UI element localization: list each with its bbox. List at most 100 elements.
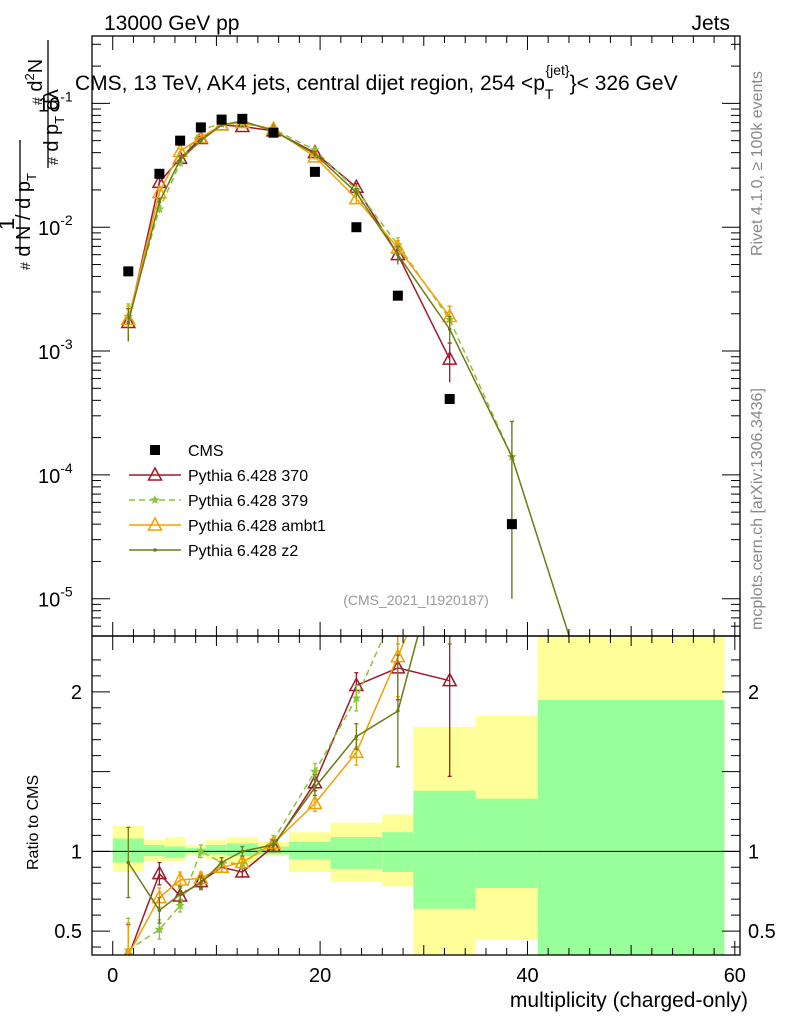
ratio-marker bbox=[126, 860, 131, 865]
band-inner bbox=[206, 844, 227, 855]
ratio-marker bbox=[240, 849, 245, 854]
data-point bbox=[506, 519, 517, 530]
series-ratio bbox=[124, 636, 458, 955]
title-end: }< 326 GeV bbox=[570, 72, 678, 95]
ratio-marker bbox=[196, 846, 206, 856]
ratio-bands bbox=[112, 636, 725, 955]
band-inner bbox=[330, 836, 383, 869]
x-tick-label: 60 bbox=[724, 965, 746, 987]
band-inner bbox=[475, 798, 538, 889]
series-marker bbox=[313, 152, 317, 156]
ratio-marker bbox=[351, 693, 362, 703]
series-marker bbox=[441, 350, 458, 365]
series-marker bbox=[447, 327, 452, 332]
band-inner bbox=[143, 844, 165, 857]
band-inner bbox=[164, 846, 186, 858]
legend-label: CMS bbox=[188, 443, 224, 460]
ratio-marker bbox=[219, 860, 224, 865]
ratio-frame bbox=[91, 635, 741, 956]
series-marker bbox=[199, 138, 203, 143]
series-marker bbox=[126, 320, 131, 325]
band-inner bbox=[537, 699, 725, 955]
ratio-marker bbox=[313, 785, 317, 790]
series-ratio bbox=[123, 636, 400, 955]
ratio-marker bbox=[178, 892, 182, 897]
legend-marker bbox=[153, 548, 157, 552]
data-point bbox=[175, 135, 186, 146]
series-marker bbox=[151, 173, 168, 189]
ratio-y-tick-label: 1 bbox=[71, 841, 82, 863]
series-marker bbox=[510, 454, 514, 459]
svg-text:# d pT dλ: # d pT dλ bbox=[41, 89, 67, 165]
ratio-line bbox=[128, 667, 450, 955]
ratio-marker bbox=[348, 743, 365, 759]
data-point bbox=[154, 168, 165, 179]
ratio-marker bbox=[154, 924, 165, 934]
data-point bbox=[237, 113, 248, 124]
data-point bbox=[195, 122, 206, 133]
ratio-marker bbox=[441, 672, 458, 687]
data-point bbox=[268, 127, 279, 138]
series-marker bbox=[354, 190, 359, 195]
ratio-marker bbox=[234, 863, 251, 878]
legend-label: Pythia 6.428 z2 bbox=[188, 543, 298, 560]
ratio-y-tick-label: 0.5 bbox=[54, 921, 82, 943]
y-tick-label: 10-3 bbox=[38, 336, 73, 364]
rivet-label: Rivet 4.1.0, ≥ 100k events bbox=[749, 71, 766, 256]
legend-label: Pythia 6.428 370 bbox=[188, 468, 308, 485]
main-plot bbox=[120, 113, 642, 636]
svg-text:1: 1 bbox=[0, 218, 19, 230]
series-marker bbox=[234, 117, 251, 133]
series-marker bbox=[157, 200, 162, 204]
ratio-marker bbox=[157, 908, 162, 913]
legend-marker bbox=[147, 466, 163, 481]
legend: CMS Pythia 6.428 370 Pythia 6.428 379 Pythi… bbox=[129, 443, 326, 560]
ratio-line bbox=[127, 636, 408, 955]
ratio-marker bbox=[151, 865, 168, 880]
ratio-y-tick-label-right: 2 bbox=[748, 682, 759, 704]
data-point bbox=[123, 266, 134, 277]
series-marker bbox=[178, 158, 182, 162]
axes: 0 20 40 60 10-1 10-2 10-3 10-4 10-5 2 2 1 1 0.5 0.5 bbox=[38, 35, 776, 987]
legend-label: Pythia 6.428 ambt1 bbox=[188, 518, 326, 535]
ratio-marker bbox=[234, 853, 251, 869]
series-main bbox=[120, 116, 458, 383]
series-ratio bbox=[126, 515, 452, 924]
y-tick-label: 10-5 bbox=[38, 584, 73, 612]
svg-text:# d2N: # d2N bbox=[22, 59, 47, 105]
ratio-y-tick-label: 2 bbox=[71, 682, 82, 704]
ratio-y-tick-label-right: 1 bbox=[748, 841, 759, 863]
ratio-marker bbox=[307, 794, 323, 810]
series-marker bbox=[307, 148, 323, 163]
x-tick-label: 20 bbox=[309, 965, 331, 987]
data-point bbox=[216, 114, 227, 125]
title-sup: {jet} bbox=[545, 62, 569, 78]
data-point bbox=[392, 290, 403, 301]
analysis-watermark: (CMS_2021_I1920187) bbox=[343, 592, 489, 608]
ratio-marker bbox=[271, 843, 276, 847]
data-point bbox=[351, 222, 362, 233]
band-inner bbox=[413, 790, 476, 909]
ratio-marker bbox=[123, 946, 133, 955]
series-main bbox=[120, 113, 458, 337]
y-tick-label: 10-1 bbox=[38, 88, 73, 116]
series-line bbox=[127, 122, 513, 458]
band-inner bbox=[185, 848, 207, 853]
ratio-marker bbox=[172, 871, 188, 886]
y-tick-label: 10-4 bbox=[38, 460, 73, 488]
x-tick-label: 40 bbox=[516, 965, 538, 987]
data-points bbox=[123, 113, 642, 636]
ratio-marker bbox=[354, 734, 359, 739]
ratio-line bbox=[127, 636, 385, 951]
band-inner bbox=[382, 832, 414, 873]
ratio-marker bbox=[448, 515, 452, 519]
series-marker bbox=[151, 184, 168, 199]
data-point bbox=[309, 166, 320, 177]
band-inner bbox=[288, 841, 331, 860]
ratio-ylabel: Ratio to CMS bbox=[25, 775, 42, 870]
series-marker bbox=[154, 204, 165, 214]
ratio-plot bbox=[92, 515, 740, 955]
ratio-marker bbox=[175, 900, 185, 910]
title-sub: T bbox=[545, 86, 554, 102]
